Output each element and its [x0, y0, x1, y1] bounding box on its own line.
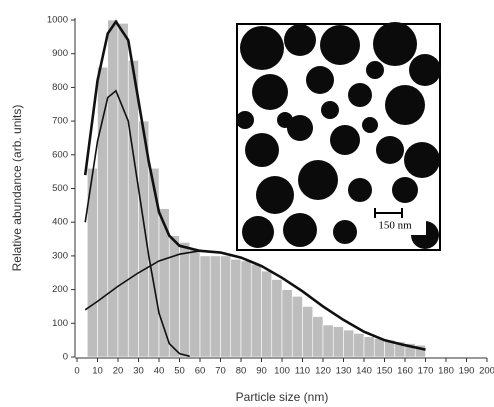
x-tick-label: 10 [92, 366, 103, 377]
x-tick-label: 50 [174, 366, 185, 377]
x-tick-label: 140 [356, 366, 372, 377]
y-tick-label: 1000 [47, 15, 68, 26]
bar [271, 279, 283, 358]
x-tick-label: 130 [336, 366, 352, 377]
x-tick-label: 110 [295, 366, 310, 377]
y-tick-label: 100 [52, 318, 68, 329]
bar [117, 23, 129, 358]
x-tick-label: 120 [315, 366, 331, 377]
bar [179, 242, 191, 358]
bar [343, 329, 355, 358]
x-tick-label: 100 [274, 366, 290, 377]
bar [312, 316, 324, 358]
scale-label: 150 nm [378, 220, 412, 232]
y-tick-label: 400 [52, 217, 68, 228]
y-tick-label: 0 [63, 352, 68, 363]
x-tick-label: 0 [74, 366, 79, 377]
y-tick-label: 900 [52, 48, 68, 59]
x-tick-label: 80 [236, 366, 247, 377]
bar [353, 333, 365, 358]
x-tick-label: 200 [479, 366, 494, 377]
x-tick-label: 60 [195, 366, 206, 377]
bar [199, 255, 211, 358]
bar [332, 326, 344, 358]
x-tick-label: 150 [377, 366, 393, 377]
bar [302, 306, 314, 358]
fit-curve [84, 250, 426, 351]
x-tick-label: 170 [418, 366, 434, 377]
bar [97, 66, 109, 358]
bar [261, 270, 273, 358]
x-tick-label: 90 [256, 366, 267, 377]
fit-curve [84, 89, 190, 358]
x-tick-label: 190 [459, 366, 475, 377]
bar [322, 324, 334, 358]
inset-image: 150 nm [236, 22, 441, 251]
bar [230, 258, 242, 358]
bar [189, 248, 201, 358]
bar [107, 19, 119, 358]
y-tick-label: 200 [52, 284, 68, 295]
plot: 0 100 200 300 400 500 600 700 800 900 1000 0 10 20 30 4… [47, 15, 494, 377]
bar [168, 235, 180, 358]
bar [240, 260, 252, 358]
y-tick-label: 600 [52, 149, 68, 160]
bar [220, 255, 232, 358]
x-tick-label: 40 [154, 366, 165, 377]
bar [127, 60, 139, 358]
y-axis-label: Relative abundance (arb. units) [10, 105, 24, 272]
x-tick-label: 70 [215, 366, 226, 377]
bar [291, 296, 303, 358]
bar [250, 264, 262, 358]
x-tick-label: 20 [113, 366, 124, 377]
y-tick-label: 500 [52, 183, 68, 194]
x-tick-label: 180 [438, 366, 454, 377]
bar [363, 336, 375, 358]
x-tick-label: 30 [133, 366, 144, 377]
x-axis-label: Particle size (nm) [236, 390, 329, 404]
y-tick-label: 700 [52, 116, 68, 127]
bar [281, 289, 293, 358]
bar [373, 338, 385, 358]
y-tick-label: 300 [52, 250, 68, 261]
x-tick-label: 160 [397, 366, 413, 377]
y-tick-label: 800 [52, 82, 68, 93]
bar [209, 255, 221, 358]
bar [414, 344, 426, 358]
